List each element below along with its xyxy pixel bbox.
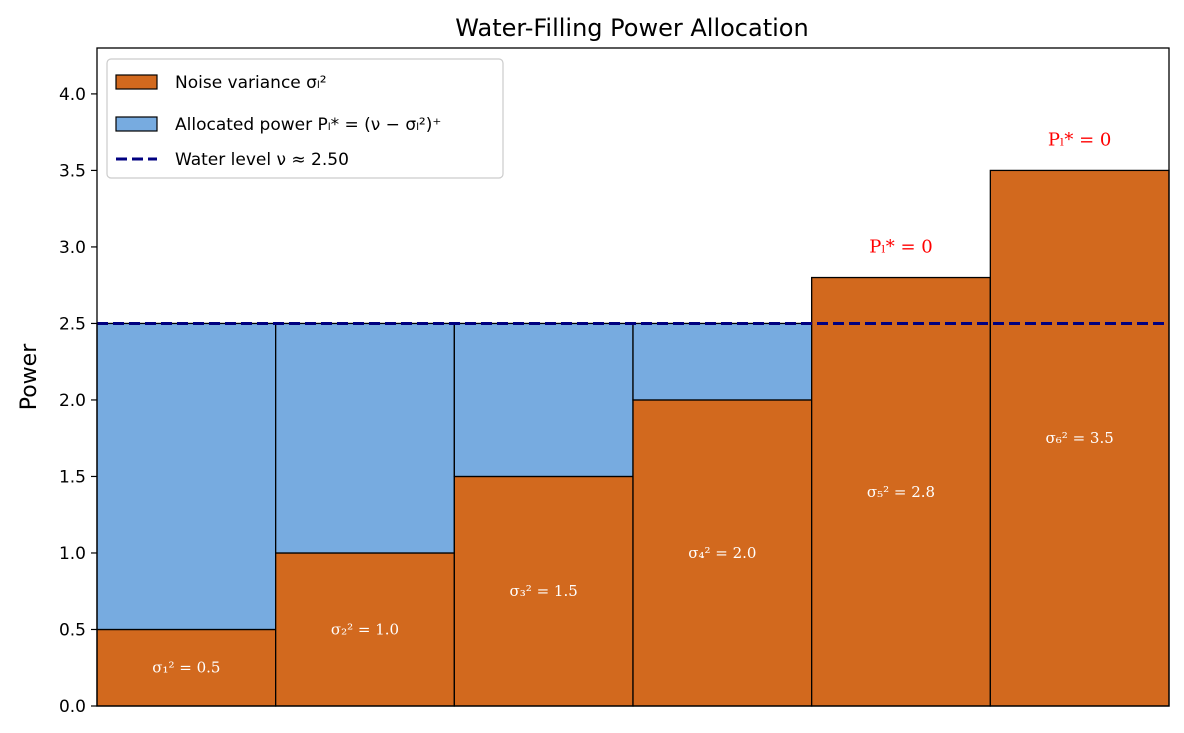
y-tick-label: 4.0 <box>59 85 86 105</box>
power-bar <box>96 322 277 631</box>
y-tick-label: 0.5 <box>59 620 86 640</box>
chart-title: Water-Filling Power Allocation <box>455 14 808 42</box>
noise-value-label: σ₃² = 1.5 <box>510 582 578 600</box>
y-tick-label: 2.5 <box>59 314 86 334</box>
legend-box <box>106 58 504 179</box>
y-tick-label: 2.0 <box>59 391 86 411</box>
legend-power-swatch <box>115 116 158 132</box>
y-axis-label: Power <box>17 343 42 410</box>
y-tick-label: 0.0 <box>59 697 86 717</box>
axes-frame <box>96 47 1170 707</box>
legend-label: Water level ν ≈ 2.50 <box>175 150 349 170</box>
power-bar <box>453 322 634 478</box>
y-tick-label: 1.5 <box>59 467 86 487</box>
noise-value-label: σ₄² = 2.0 <box>688 544 756 562</box>
y-tick-label: 1.0 <box>59 544 86 564</box>
noise-bar <box>632 399 813 707</box>
y-tick-label: 3.5 <box>59 161 86 181</box>
legend-label: Noise variance σₗ² <box>175 73 327 93</box>
noise-value-label: σ₁² = 0.5 <box>152 659 220 677</box>
noise-value-label: σ₅² = 2.8 <box>867 483 935 501</box>
noise-value-label: σ₆² = 3.5 <box>1046 429 1114 447</box>
legend-label: Allocated power Pₗ* = (ν − σₗ²)⁺ <box>175 115 441 135</box>
zero-power-label: Pₗ* = 0 <box>1048 129 1111 150</box>
noise-bar <box>96 628 277 707</box>
power-bar <box>275 322 455 554</box>
plot-area: σ₁² = 0.5 σ₂² = 1.0 σ₃² = 1.5 σ₄² = 2.0 σ₅² … <box>59 47 1170 717</box>
noise-value-label: σ₂² = 1.0 <box>331 620 399 638</box>
legend: Noise variance σₗ² Allocated power Pₗ* = … <box>106 58 504 179</box>
legend-noise-swatch <box>115 74 158 90</box>
noise-bar <box>989 169 1170 707</box>
zero-power-label: Pₗ* = 0 <box>869 237 932 258</box>
y-tick-label: 3.0 <box>59 238 86 258</box>
power-bar <box>632 322 813 401</box>
